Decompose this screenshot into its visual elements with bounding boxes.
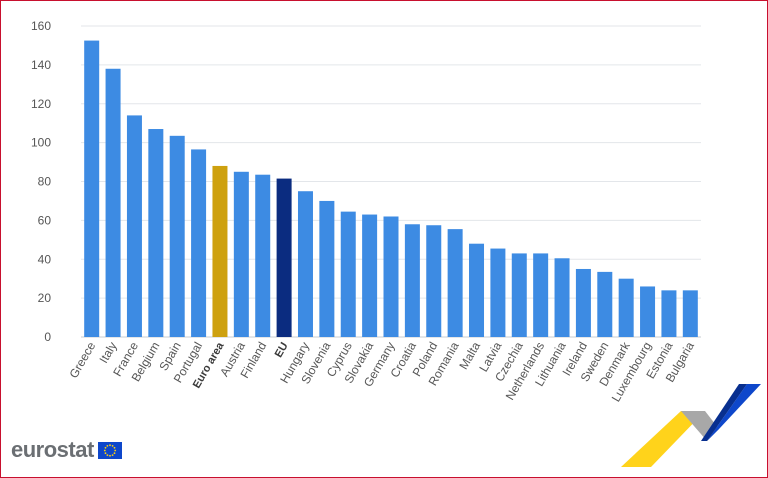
bar-eu (276, 178, 292, 337)
bar-netherlands (533, 253, 549, 337)
y-tick-label: 100 (31, 136, 51, 150)
bar-france (126, 115, 142, 337)
bar-estonia (661, 290, 677, 337)
bar-croatia (404, 224, 420, 337)
bar-euro-area (212, 165, 228, 337)
bar-italy (105, 68, 121, 337)
bar-germany (383, 216, 399, 337)
bar-lithuania (554, 258, 570, 337)
bar-spain (169, 135, 185, 337)
eu-flag-icon (97, 441, 122, 459)
y-tick-label: 40 (38, 252, 52, 266)
bar-sweden (597, 271, 613, 337)
bar-czechia (511, 253, 527, 337)
bar-slovenia (319, 200, 335, 337)
bar-romania (447, 229, 463, 337)
y-tick-label: 160 (31, 19, 51, 33)
bar-malta (469, 243, 485, 337)
bar-slovakia (362, 214, 378, 337)
bar-portugal (191, 149, 207, 337)
bar-hungary (297, 191, 313, 337)
bar-austria (233, 171, 249, 337)
bars (84, 40, 698, 337)
bar-belgium (148, 129, 164, 337)
bar-denmark (618, 278, 634, 337)
eurostat-logo: eurostat (11, 437, 122, 463)
y-tick-label: 60 (38, 213, 52, 227)
bar-poland (426, 225, 442, 337)
bar-ireland (575, 268, 591, 337)
logo-text: eurostat (11, 437, 94, 462)
bar-greece (84, 40, 100, 337)
y-tick-label: 120 (31, 97, 51, 111)
y-tick-label: 80 (38, 175, 52, 189)
bar-luxembourg (640, 286, 656, 337)
y-axis-ticks: 0 20 40 60 80 100 120 140 160 (31, 19, 51, 344)
bar-latvia (490, 248, 506, 337)
y-tick-label: 0 (44, 330, 51, 344)
bar-bulgaria (682, 290, 698, 337)
y-tick-label: 140 (31, 58, 51, 72)
bar-finland (255, 174, 271, 337)
bar-cyprus (340, 211, 356, 337)
y-tick-label: 20 (38, 291, 52, 305)
